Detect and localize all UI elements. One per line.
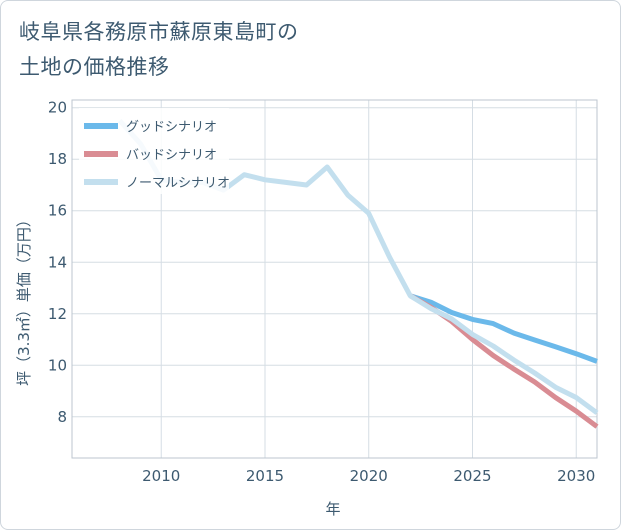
grid	[72, 100, 597, 458]
x-axis-title: 年	[325, 500, 340, 518]
y-tick-label: 20	[48, 99, 67, 117]
series-line-2	[408, 293, 599, 429]
chart-title-line1: 岐阜県各務原市蘇原東島町の	[19, 20, 299, 44]
x-tick-label: 2025	[453, 467, 491, 485]
legend-label: バッドシナリオ	[126, 148, 217, 163]
y-tick-label: 18	[48, 150, 67, 168]
y-tick-label: 10	[48, 356, 67, 374]
y-tick-label: 14	[48, 253, 67, 271]
x-axis-ticks: 2010 2015 2020 2025 2030	[142, 467, 595, 485]
x-tick-label: 2030	[557, 467, 595, 485]
y-tick-label: 16	[48, 202, 67, 220]
x-tick-label: 2020	[350, 467, 388, 485]
y-axis-title: 坪（3.3㎡）単価（万円）	[15, 212, 33, 386]
series-line-1	[409, 293, 598, 364]
legend-label: ノーマルシナリオ	[126, 176, 230, 191]
y-tick-label: 12	[48, 305, 67, 323]
y-tick-label: 8	[57, 408, 67, 426]
chart-title: 岐阜県各務原市蘇原東島町の 土地の価格推移	[19, 15, 299, 85]
x-tick-label: 2010	[142, 467, 180, 485]
y-axis-ticks: 8 10 12 14 16 18 20	[48, 99, 67, 426]
chart-title-line2: 土地の価格推移	[19, 55, 170, 79]
legend-label: グッドシナリオ	[126, 120, 217, 135]
x-tick-label: 2015	[246, 467, 284, 485]
plot-frame	[71, 99, 598, 459]
